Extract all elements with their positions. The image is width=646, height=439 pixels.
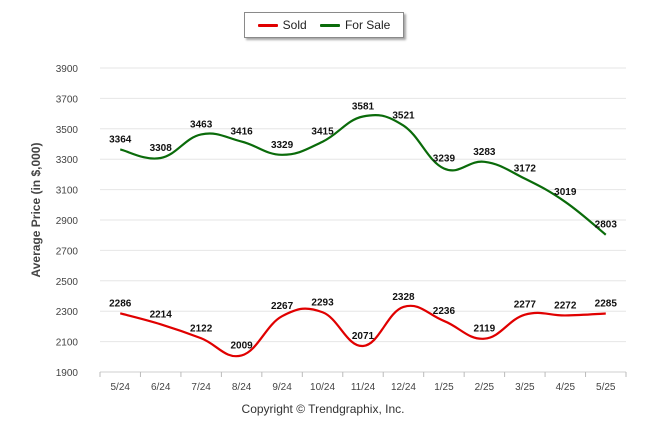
data-label-for-sale: 3019 (554, 187, 577, 198)
data-label-sold: 2071 (352, 331, 375, 342)
data-label-sold: 2119 (474, 324, 496, 335)
data-label-for-sale: 3364 (109, 134, 132, 145)
legend-label-for-sale: For Sale (344, 18, 391, 32)
y-tick-label: 2300 (56, 307, 79, 318)
data-label-sold: 2214 (150, 309, 173, 320)
legend-item-for-sale[interactable]: For Sale (319, 18, 391, 32)
data-label-sold: 2236 (433, 306, 456, 317)
data-label-for-sale: 3172 (514, 164, 537, 175)
x-tick-label: 3/25 (515, 382, 535, 393)
data-label-for-sale: 3415 (311, 127, 334, 138)
x-tick-label: 5/24 (110, 382, 130, 393)
data-label-for-sale: 3521 (392, 111, 415, 122)
y-tick-label: 3300 (56, 155, 79, 166)
data-label-for-sale: 2803 (595, 220, 618, 231)
y-tick-label: 3500 (56, 125, 79, 136)
data-label-sold: 2122 (190, 323, 213, 334)
x-tick-label: 5/25 (596, 382, 616, 393)
y-tick-label: 2500 (56, 277, 79, 288)
y-axis-title: Average Price (in $,000) (29, 142, 43, 278)
y-tick-label: 3700 (56, 94, 79, 105)
y-tick-label: 2900 (56, 216, 79, 227)
data-label-for-sale: 3463 (190, 119, 213, 130)
y-tick-label: 3900 (56, 64, 79, 75)
data-label-sold: 2293 (311, 297, 334, 308)
y-tick-label: 3100 (56, 186, 79, 197)
legend: Sold For Sale (244, 12, 404, 38)
x-tick-label: 7/24 (191, 382, 211, 393)
y-tick-label: 2100 (56, 338, 79, 349)
data-label-for-sale: 3239 (433, 153, 456, 164)
x-tick-label: 6/24 (151, 382, 171, 393)
data-label-for-sale: 3283 (473, 147, 496, 158)
data-label-for-sale: 3416 (230, 127, 253, 138)
x-tick-label: 10/24 (310, 382, 335, 393)
x-tick-label: 8/24 (232, 382, 252, 393)
data-label-for-sale: 3581 (352, 101, 375, 112)
x-tick-label: 4/25 (556, 382, 576, 393)
data-label-sold: 2009 (230, 340, 253, 351)
legend-swatch-for-sale (319, 23, 340, 27)
x-tick-label: 12/24 (391, 382, 416, 393)
copyright-footer: Copyright © Trendgraphix, Inc. (241, 402, 405, 416)
legend-item-sold[interactable]: Sold (257, 18, 307, 32)
data-label-for-sale: 3329 (271, 140, 294, 151)
legend-swatch-sold (257, 23, 278, 27)
x-tick-label: 2/25 (475, 382, 495, 393)
x-tick-label: 9/24 (272, 382, 292, 393)
data-label-sold: 2285 (595, 298, 618, 309)
legend-label-sold: Sold (282, 18, 307, 32)
data-label-for-sale: 3308 (150, 143, 173, 154)
x-tick-label: 11/24 (351, 382, 376, 393)
series-line-for-sale (119, 113, 607, 236)
y-tick-label: 1900 (56, 368, 79, 379)
data-label-sold: 2286 (109, 298, 132, 309)
data-label-sold: 2267 (271, 301, 294, 312)
data-label-sold: 2272 (554, 300, 577, 311)
y-tick-label: 2700 (56, 246, 79, 257)
series-line-sold (119, 304, 606, 358)
data-label-sold: 2277 (514, 300, 537, 311)
data-label-sold: 2328 (392, 292, 415, 303)
x-tick-label: 1/25 (434, 382, 454, 393)
